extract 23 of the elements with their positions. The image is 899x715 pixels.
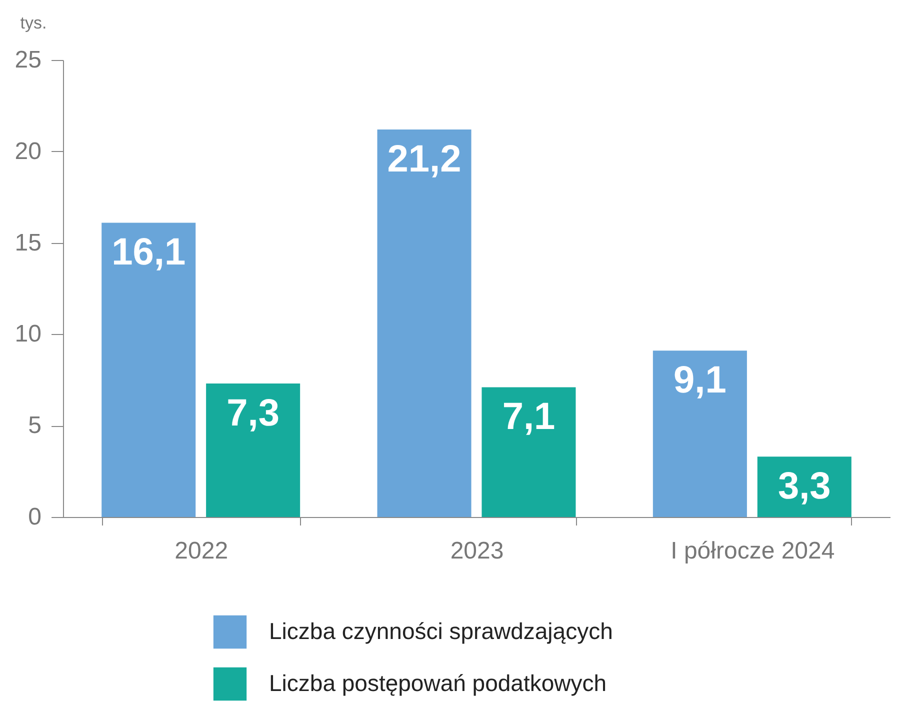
legend-label: Liczba postępowań podatkowych [269, 670, 607, 696]
data-label: 9,1 [674, 360, 726, 402]
data-label: 7,1 [502, 396, 556, 438]
data-label: 21,2 [387, 138, 462, 180]
bar [377, 129, 472, 517]
x-tick-label: I półrocze 2024 [670, 538, 835, 564]
bar [102, 222, 196, 517]
y-tick-label: 20 [14, 138, 42, 165]
y-tick-label: 15 [14, 229, 42, 256]
legend-label: Liczba czynności sprawdzających [269, 618, 613, 644]
x-tick-label: 2023 [450, 538, 504, 564]
bar [652, 350, 747, 517]
bar [482, 387, 576, 517]
y-tick-label: 10 [14, 320, 42, 348]
y-tick-label: 0 [28, 504, 42, 530]
y-axis-title: tys. [20, 14, 47, 32]
x-tick-label: 2022 [174, 538, 228, 564]
data-label: 16,1 [112, 232, 186, 274]
data-label: 3,3 [778, 466, 831, 508]
y-tick-label: 5 [28, 412, 42, 440]
bar [206, 384, 300, 517]
y-tick-label: 25 [14, 46, 42, 74]
data-label: 7,3 [226, 392, 280, 435]
